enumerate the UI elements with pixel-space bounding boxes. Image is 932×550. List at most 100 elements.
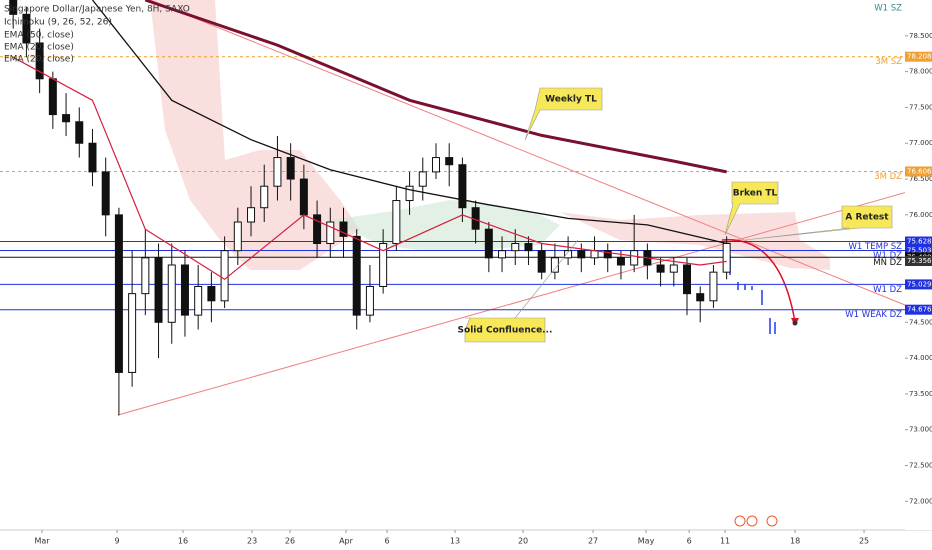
price-tag-label: 75.029 xyxy=(907,280,932,288)
price-tag xyxy=(905,51,932,62)
candle-body xyxy=(220,250,229,302)
price-tag xyxy=(905,166,932,177)
y-tick-label: 73.500 xyxy=(909,390,932,398)
candle-body xyxy=(247,207,256,223)
level-name: W1 SZ xyxy=(874,3,902,13)
y-tick-label: 73.000 xyxy=(909,426,932,434)
level-name: W1 WEAK DZ xyxy=(845,310,902,320)
candle-body xyxy=(656,264,665,273)
candle-body xyxy=(299,178,308,216)
target-dot xyxy=(792,320,798,326)
candle-body xyxy=(62,114,71,123)
candle-body xyxy=(550,257,559,273)
callout xyxy=(524,87,603,141)
price-tag xyxy=(905,245,932,256)
legend-entry: EMA (50, close) xyxy=(4,31,74,41)
candle-body xyxy=(603,250,612,259)
candle-body xyxy=(101,171,110,216)
price-tag xyxy=(905,304,932,315)
level-name: W1 TEMP SZ xyxy=(849,242,903,252)
y-tick-label: 77.500 xyxy=(909,103,932,111)
trend-line xyxy=(117,184,932,416)
y-tick-label: 72.500 xyxy=(909,462,932,470)
candle-body xyxy=(577,250,586,259)
annotation: Solid Confluence... xyxy=(458,326,553,336)
price-tag-label: 75.628 xyxy=(907,238,932,246)
event-icon xyxy=(734,515,746,527)
y-tick-label: 76.500 xyxy=(909,175,932,183)
y-tick-label: 78.000 xyxy=(909,68,932,76)
x-tick-label: 23 xyxy=(247,537,257,546)
callout-pointer xyxy=(514,239,579,319)
price-tag-label: 78.208 xyxy=(907,53,932,61)
y-tick-label: 74.500 xyxy=(909,318,932,326)
candle-body xyxy=(511,243,520,252)
candle-body xyxy=(418,171,427,187)
candle-body xyxy=(339,221,348,237)
price-tag xyxy=(905,236,932,247)
annotation: Brken TL xyxy=(733,189,778,199)
candle-body xyxy=(9,0,18,15)
candle-body xyxy=(260,185,269,209)
candle-body xyxy=(683,264,692,295)
callout xyxy=(724,181,779,236)
ema-line xyxy=(144,0,727,174)
x-tick-label: 6 xyxy=(385,537,390,546)
cloud xyxy=(560,212,830,270)
callout xyxy=(744,205,893,241)
annotation: A Retest xyxy=(845,213,889,223)
candle-body xyxy=(154,257,163,323)
candle-body xyxy=(88,142,97,173)
candle-body xyxy=(167,264,176,323)
candle-body xyxy=(722,243,731,273)
callout xyxy=(464,317,546,343)
price-tag xyxy=(905,279,932,290)
ema-line xyxy=(12,56,727,281)
candle-body xyxy=(194,285,203,316)
candle-body xyxy=(524,243,533,252)
y-tick-label: 76.000 xyxy=(909,211,932,219)
legend-entry: EMA (20, close) xyxy=(4,55,74,65)
candle-body xyxy=(207,285,216,302)
candle-body xyxy=(352,235,361,316)
x-tick-label: 18 xyxy=(790,537,800,546)
x-tick-label: 16 xyxy=(178,537,188,546)
candle-body xyxy=(616,257,625,266)
legend-entry: EMA (20, close) xyxy=(4,43,74,53)
x-tick-label: 6 xyxy=(687,537,692,546)
candle-body xyxy=(405,185,414,202)
level-name: W1 DZ xyxy=(873,251,902,261)
x-tick-label: 11 xyxy=(720,537,730,546)
event-icon xyxy=(766,515,778,527)
chart-title: Singapore Dollar/Japanese Yen, 8H, SAXO xyxy=(4,5,190,15)
candle-body xyxy=(75,121,84,144)
candle-body xyxy=(141,257,150,295)
candle-body xyxy=(458,164,467,209)
level-name: W1 DZ xyxy=(873,285,902,295)
price-tag xyxy=(905,255,932,266)
y-tick-label: 72.000 xyxy=(909,497,932,505)
candle-body xyxy=(696,293,705,302)
candle-body xyxy=(313,214,322,245)
level-name: 3M DZ xyxy=(874,172,902,182)
candle-body xyxy=(48,78,57,116)
candle-body xyxy=(590,250,599,259)
candle-body xyxy=(484,228,493,259)
y-tick-label: 78.500 xyxy=(909,32,932,40)
x-tick-label: 25 xyxy=(859,537,869,546)
projection-arrow xyxy=(721,239,796,323)
price-tag-label: 76.606 xyxy=(907,167,932,175)
candle-body xyxy=(709,271,718,302)
candle-body xyxy=(128,293,137,373)
ema-line xyxy=(91,0,727,245)
candle-body xyxy=(22,13,31,44)
x-tick-label: 9 xyxy=(115,537,120,546)
event-icon xyxy=(746,515,758,527)
x-tick-label: 26 xyxy=(285,537,295,546)
x-tick-label: Mar xyxy=(34,537,50,546)
candle-body xyxy=(326,221,335,245)
level-name: MN DZ xyxy=(873,258,902,268)
x-tick-label: 27 xyxy=(588,537,598,546)
